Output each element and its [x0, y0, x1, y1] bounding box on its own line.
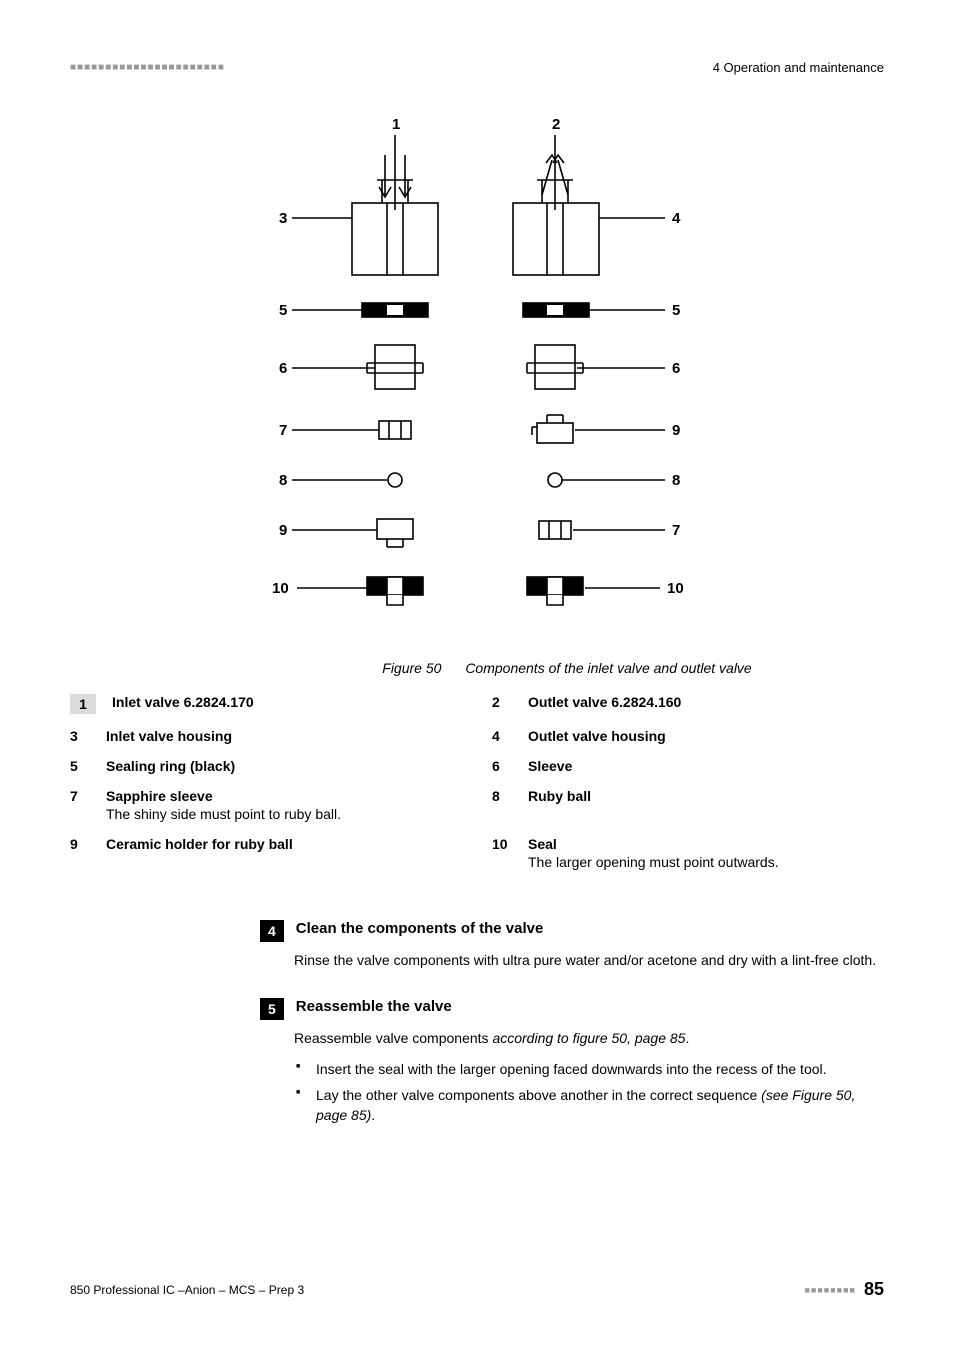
legend-title: Inlet valve 6.2824.170 — [112, 694, 254, 710]
legend-title: Sealing ring (black) — [106, 758, 235, 774]
step-body: Rinse the valve components with ultra pu… — [294, 950, 884, 970]
legend-table: 1 Inlet valve 6.2824.170 2 Outlet valve … — [70, 694, 884, 870]
legend-num: 4 — [492, 728, 512, 744]
header-marks: ■■■■■■■■■■■■■■■■■■■■■■ — [70, 62, 225, 73]
step-num-badge: 5 — [260, 998, 284, 1020]
legend-num: 8 — [492, 788, 512, 822]
legend-item: 9 Ceramic holder for ruby ball — [70, 836, 462, 870]
legend-num: 7 — [70, 788, 90, 822]
bullet-text: Lay the other valve components above ano… — [316, 1087, 761, 1103]
diagram-label-4: 4 — [672, 210, 681, 227]
diagram-label-10r: 10 — [667, 580, 684, 597]
step-title: Clean the components of the valve — [296, 920, 544, 942]
legend-item: 2 Outlet valve 6.2824.160 — [492, 694, 884, 714]
step-title: Reassemble the valve — [296, 998, 452, 1020]
diagram-label-2: 2 — [552, 116, 560, 133]
bullet-item: Lay the other valve components above ano… — [294, 1085, 884, 1126]
page-footer: 850 Professional IC –Anion – MCS – Prep … — [70, 1279, 884, 1300]
legend-title: Seal — [528, 836, 557, 852]
diagram-label-10l: 10 — [272, 580, 289, 597]
figure-caption: Figure 50 Components of the inlet valve … — [70, 660, 884, 676]
legend-item: 8 Ruby ball — [492, 788, 884, 822]
bullet-text: . — [371, 1107, 375, 1123]
diagram-label-8r: 8 — [672, 472, 680, 489]
legend-item: 6 Sleeve — [492, 758, 884, 774]
step-text: Reassemble valve components — [294, 1030, 492, 1046]
diagram-label-6r: 6 — [672, 360, 680, 377]
footer-marks: ■■■■■■■■ — [804, 1285, 856, 1295]
valve-diagram: 1 3 5 6 — [70, 115, 884, 645]
figure-number: Figure 50 — [382, 660, 441, 676]
step-num-badge: 4 — [260, 920, 284, 942]
legend-item: 5 Sealing ring (black) — [70, 758, 462, 774]
legend-item: 10 Seal The larger opening must point out… — [492, 836, 884, 870]
legend-num: 9 — [70, 836, 90, 870]
legend-num: 1 — [70, 694, 96, 714]
legend-title: Outlet valve housing — [528, 728, 666, 744]
legend-item: 1 Inlet valve 6.2824.170 — [70, 694, 462, 714]
diagram-label-5r: 5 — [672, 302, 680, 319]
diagram-label-8l: 8 — [279, 472, 287, 489]
diagram-svg: 1 3 5 6 — [217, 115, 737, 645]
legend-num: 10 — [492, 836, 512, 870]
step-bullet-list: Insert the seal with the larger opening … — [294, 1059, 884, 1126]
legend-num: 5 — [70, 758, 90, 774]
step-body: Reassemble valve components according to… — [294, 1028, 884, 1125]
legend-item: 3 Inlet valve housing — [70, 728, 462, 744]
legend-title: Sapphire sleeve — [106, 788, 213, 804]
step-heading: 5 Reassemble the valve — [260, 998, 884, 1020]
diagram-label-7r: 7 — [672, 522, 680, 539]
legend-title: Ruby ball — [528, 788, 591, 804]
step-heading: 4 Clean the components of the valve — [260, 920, 884, 942]
legend-title: Inlet valve housing — [106, 728, 232, 744]
diagram-label-1: 1 — [392, 116, 400, 133]
diagram-label-6l: 6 — [279, 360, 287, 377]
diagram-label-5l: 5 — [279, 302, 287, 319]
step-text-italic: according to figure 50, page 85 — [492, 1030, 685, 1046]
header-section-title: 4 Operation and maintenance — [713, 60, 884, 75]
diagram-label-7l: 7 — [279, 422, 287, 439]
diagram-label-9l: 9 — [279, 522, 287, 539]
step-4: 4 Clean the components of the valve Rins… — [260, 920, 884, 970]
bullet-item: Insert the seal with the larger opening … — [294, 1059, 884, 1079]
legend-desc: The shiny side must point to ruby ball. — [106, 806, 341, 822]
diagram-label-3: 3 — [279, 210, 287, 227]
legend-title: Ceramic holder for ruby ball — [106, 836, 293, 852]
legend-num: 2 — [492, 694, 512, 714]
footer-doc-title: 850 Professional IC –Anion – MCS – Prep … — [70, 1283, 304, 1297]
legend-title: Outlet valve 6.2824.160 — [528, 694, 681, 710]
bullet-text: Insert the seal with the larger opening … — [316, 1061, 827, 1077]
step-5: 5 Reassemble the valve Reassemble valve … — [260, 998, 884, 1125]
legend-desc: The larger opening must point outwards. — [528, 854, 779, 870]
legend-num: 6 — [492, 758, 512, 774]
figure-caption-text: Components of the inlet valve and outlet… — [465, 660, 751, 676]
diagram-label-9r: 9 — [672, 422, 680, 439]
legend-num: 3 — [70, 728, 90, 744]
step-text: . — [685, 1030, 689, 1046]
page-header: ■■■■■■■■■■■■■■■■■■■■■■ 4 Operation and m… — [70, 60, 884, 75]
footer-right: ■■■■■■■■ 85 — [804, 1279, 884, 1300]
footer-page-number: 85 — [864, 1279, 884, 1300]
legend-item: 4 Outlet valve housing — [492, 728, 884, 744]
legend-title: Sleeve — [528, 758, 572, 774]
legend-item: 7 Sapphire sleeve The shiny side must poi… — [70, 788, 462, 822]
